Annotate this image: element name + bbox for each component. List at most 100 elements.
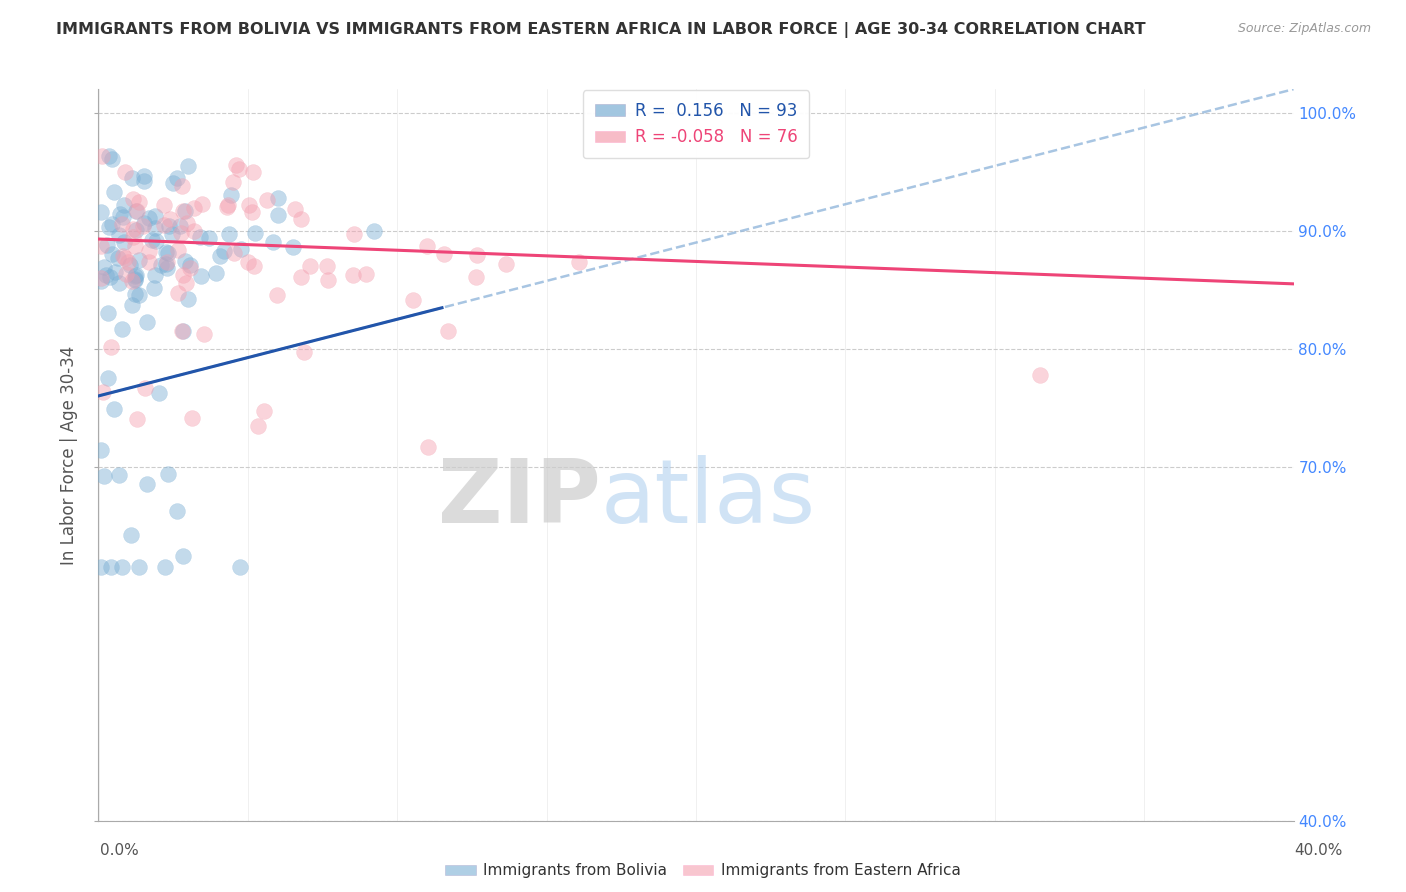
Text: 0.0%: 0.0% bbox=[100, 843, 139, 858]
Point bbox=[284, 202, 307, 216]
Point bbox=[267, 191, 290, 205]
Point bbox=[1028, 368, 1050, 382]
Point bbox=[90, 205, 112, 219]
Point bbox=[97, 306, 120, 320]
Point bbox=[90, 271, 112, 285]
Point bbox=[242, 260, 264, 274]
Point bbox=[238, 198, 260, 212]
Point bbox=[122, 222, 145, 236]
Point bbox=[214, 244, 236, 259]
Point bbox=[180, 411, 202, 425]
Point bbox=[401, 293, 423, 307]
Point bbox=[114, 267, 136, 281]
Point bbox=[343, 227, 366, 241]
Point bbox=[100, 217, 122, 231]
Point bbox=[101, 153, 124, 167]
Point bbox=[111, 560, 134, 574]
Point bbox=[170, 324, 193, 338]
Point bbox=[114, 165, 136, 179]
Point bbox=[188, 230, 211, 244]
Point bbox=[156, 260, 179, 275]
Point bbox=[138, 244, 160, 258]
Text: atlas: atlas bbox=[600, 455, 815, 542]
Point bbox=[124, 272, 146, 286]
Point bbox=[166, 504, 188, 518]
Point bbox=[418, 440, 440, 454]
Point bbox=[90, 443, 112, 458]
Point bbox=[172, 268, 194, 283]
Point bbox=[121, 170, 143, 185]
Point bbox=[243, 226, 266, 240]
Legend: Immigrants from Bolivia, Immigrants from Eastern Africa: Immigrants from Bolivia, Immigrants from… bbox=[439, 857, 967, 884]
Point bbox=[145, 209, 167, 223]
Point bbox=[231, 242, 253, 256]
Point bbox=[256, 193, 278, 207]
Text: 40.0%: 40.0% bbox=[1295, 843, 1343, 858]
Point bbox=[567, 255, 589, 269]
Point bbox=[114, 251, 136, 265]
Point bbox=[127, 412, 149, 426]
Point bbox=[179, 258, 201, 272]
Point bbox=[96, 237, 118, 252]
Point bbox=[267, 208, 290, 222]
Point bbox=[98, 149, 121, 163]
Point bbox=[93, 260, 115, 274]
Point bbox=[124, 269, 146, 284]
Point bbox=[103, 401, 125, 416]
Point bbox=[128, 194, 150, 209]
Point bbox=[150, 258, 173, 272]
Point bbox=[156, 254, 179, 268]
Point bbox=[222, 246, 245, 260]
Point bbox=[134, 381, 156, 395]
Point bbox=[128, 560, 150, 574]
Point bbox=[342, 268, 364, 283]
Point bbox=[218, 227, 240, 241]
Point bbox=[121, 192, 143, 206]
Point bbox=[97, 371, 120, 385]
Point bbox=[228, 162, 250, 177]
Point bbox=[132, 216, 155, 230]
Point bbox=[128, 288, 150, 302]
Point bbox=[198, 231, 221, 245]
Point bbox=[183, 224, 205, 238]
Point bbox=[156, 246, 179, 260]
Point bbox=[118, 258, 141, 272]
Point bbox=[266, 287, 288, 301]
Point bbox=[108, 228, 131, 243]
Point bbox=[246, 419, 269, 434]
Point bbox=[101, 247, 124, 261]
Point bbox=[91, 149, 114, 163]
Point bbox=[465, 248, 488, 262]
Point bbox=[117, 254, 139, 268]
Point bbox=[148, 386, 170, 401]
Point bbox=[138, 255, 160, 269]
Point bbox=[90, 560, 112, 574]
Point bbox=[229, 560, 252, 574]
Y-axis label: In Labor Force | Age 30-34: In Labor Force | Age 30-34 bbox=[60, 345, 79, 565]
Point bbox=[100, 339, 122, 353]
Point bbox=[363, 223, 385, 237]
Point bbox=[125, 222, 148, 236]
Point bbox=[236, 255, 259, 269]
Point bbox=[132, 219, 155, 234]
Point bbox=[112, 198, 135, 212]
Point bbox=[155, 257, 177, 271]
Point bbox=[290, 211, 312, 226]
Point bbox=[124, 268, 146, 282]
Point bbox=[112, 249, 135, 263]
Point bbox=[464, 269, 486, 284]
Point bbox=[191, 197, 214, 211]
Point bbox=[183, 201, 205, 215]
Point bbox=[174, 203, 197, 218]
Point bbox=[166, 170, 188, 185]
Point bbox=[159, 211, 181, 226]
Point bbox=[190, 268, 212, 283]
Point bbox=[170, 226, 193, 240]
Point bbox=[122, 229, 145, 244]
Point bbox=[121, 527, 143, 541]
Point bbox=[153, 198, 176, 212]
Point bbox=[315, 259, 337, 273]
Point bbox=[217, 200, 239, 214]
Point bbox=[98, 269, 121, 284]
Point bbox=[292, 345, 315, 359]
